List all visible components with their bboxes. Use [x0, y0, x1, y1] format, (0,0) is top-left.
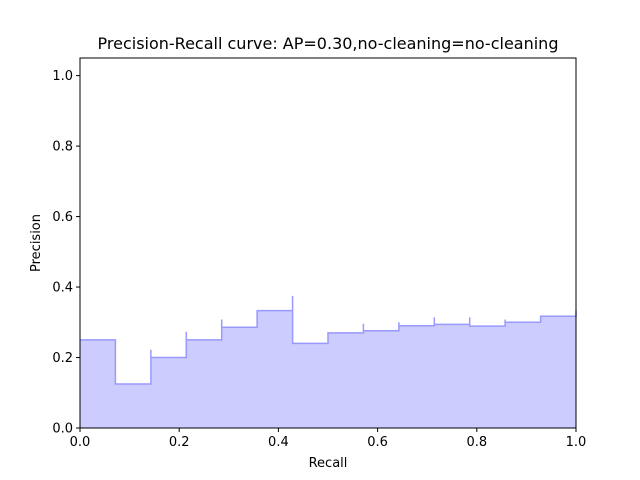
x-tick-label: 0.2: [169, 435, 190, 450]
x-axis: 0.0 0.2 0.4 0.6 0.8 1.0: [70, 428, 587, 450]
chart-title: Precision-Recall curve: AP=0.30,no-clean…: [98, 34, 559, 53]
plot-area: [80, 295, 577, 428]
x-tick-label: 0.6: [367, 435, 388, 450]
y-tick-label: 0.0: [52, 422, 73, 437]
y-tick-label: 0.4: [52, 281, 73, 296]
y-tick-label: 0.8: [52, 140, 73, 155]
y-tick-label: 0.6: [52, 210, 73, 225]
y-axis: 0.0 0.2 0.4 0.6 0.8 1.0: [52, 69, 80, 437]
x-tick-label: 0.8: [466, 435, 487, 450]
y-tick-label: 1.0: [52, 69, 73, 84]
pr-area-fill: [80, 295, 576, 428]
x-tick-label: 0.4: [268, 435, 289, 450]
plot-frame: [79, 57, 577, 429]
y-axis-label: Precision: [29, 214, 44, 272]
x-tick-label: 1.0: [566, 435, 587, 450]
x-axis-label: Recall: [309, 456, 348, 471]
y-tick-label: 0.2: [52, 351, 73, 366]
x-tick-label: 0.0: [70, 435, 91, 450]
pr-step-line: [80, 295, 577, 385]
